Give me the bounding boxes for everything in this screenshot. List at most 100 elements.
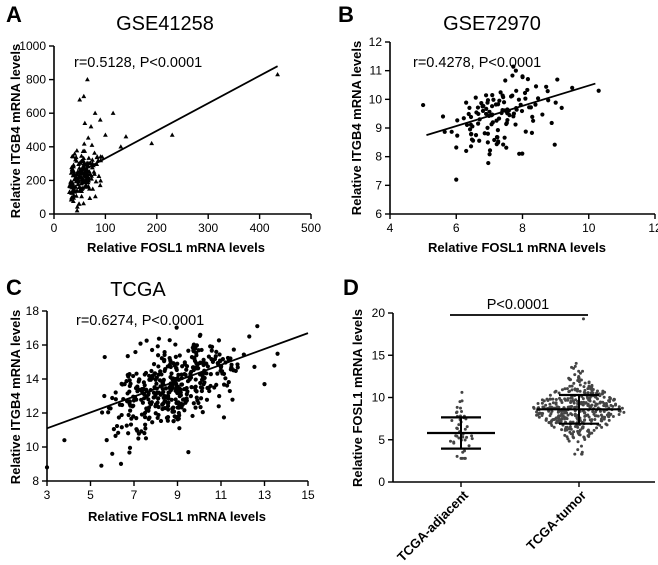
panel-c-title: TCGA (110, 279, 166, 301)
data-point (469, 137, 475, 142)
data-point (153, 411, 158, 416)
data-point (82, 161, 88, 166)
data-point (558, 396, 562, 400)
data-point (92, 150, 97, 155)
panel-d-plot: TCGA-adjacent TCGA-tumor 0 5 10 15 20 (372, 306, 655, 565)
data-point (204, 397, 210, 402)
data-point (70, 188, 76, 193)
data-point (568, 384, 572, 388)
data-point (552, 418, 556, 422)
data-point (81, 155, 87, 161)
data-point (89, 173, 94, 178)
data-point (455, 454, 459, 458)
data-point (578, 428, 582, 432)
data-point (128, 422, 134, 427)
data-point (143, 370, 149, 376)
data-point (475, 105, 481, 110)
y-tick-label: 400 (26, 140, 46, 154)
x-tick-label: 6 (453, 221, 460, 235)
y-tick-label: 8 (32, 474, 39, 488)
data-point (182, 371, 187, 377)
data-point (592, 400, 596, 404)
data-point (480, 104, 485, 109)
data-point (82, 171, 88, 176)
data-point (566, 397, 570, 401)
data-point (553, 100, 558, 105)
data-point (458, 400, 462, 404)
data-point (538, 411, 542, 415)
data-point (489, 122, 494, 127)
data-point (549, 397, 553, 401)
data-point (202, 375, 207, 381)
x-tick-label: 12 (648, 221, 658, 235)
data-point (143, 426, 148, 431)
data-point (485, 98, 491, 103)
data-point (113, 397, 118, 402)
data-point (92, 193, 98, 199)
data-point (483, 93, 489, 98)
y-tick-label: 11 (370, 64, 383, 78)
data-point (581, 317, 585, 321)
data-point (487, 152, 492, 157)
data-point (73, 175, 79, 180)
data-point (480, 108, 486, 113)
data-point (513, 122, 518, 127)
data-point (546, 98, 551, 103)
data-point (73, 193, 79, 198)
y-tick-label: 14 (26, 372, 40, 386)
data-point (550, 423, 554, 427)
panel-a-plot: 0 100 200 300 400 500 0 200 400 600 800 1000 (19, 39, 321, 235)
data-point (496, 116, 502, 121)
data-point (90, 165, 95, 170)
data-point (467, 105, 472, 110)
data-point (196, 400, 201, 406)
data-point (124, 379, 129, 384)
data-point (540, 413, 544, 417)
data-point (535, 410, 539, 414)
data-point (603, 390, 607, 394)
data-point (582, 385, 586, 389)
data-point (116, 415, 121, 420)
data-point (492, 137, 497, 143)
y-tick-label: 10 (372, 391, 386, 405)
data-point (608, 395, 612, 399)
data-point (86, 183, 91, 189)
panel-b-letter: B (338, 2, 354, 27)
data-point (76, 178, 82, 183)
data-point (97, 117, 103, 122)
data-point (165, 364, 170, 369)
data-point (71, 164, 76, 169)
data-point (494, 134, 500, 140)
data-point (235, 365, 240, 370)
data-point (532, 405, 536, 409)
data-point (595, 389, 599, 393)
data-point (450, 418, 454, 422)
data-point (119, 412, 124, 418)
data-point (218, 365, 224, 370)
data-point (197, 333, 202, 339)
data-point (137, 377, 142, 382)
data-point (544, 403, 548, 407)
data-point (200, 410, 205, 415)
data-point (148, 402, 154, 407)
data-point (504, 145, 509, 150)
data-point (142, 431, 147, 436)
y-tick-label: 16 (26, 338, 40, 352)
data-point (228, 356, 233, 361)
data-point (73, 184, 79, 189)
data-point (583, 388, 587, 392)
data-point (92, 171, 97, 176)
data-point (594, 414, 598, 418)
data-point (533, 84, 539, 89)
data-point (90, 186, 96, 191)
data-point (607, 415, 611, 419)
data-point (143, 436, 149, 441)
data-point (602, 395, 606, 399)
data-point (217, 394, 222, 399)
data-point (97, 182, 103, 188)
data-point (570, 405, 574, 409)
data-point (173, 354, 178, 359)
data-point (213, 354, 218, 359)
data-point (464, 100, 469, 105)
data-point (194, 343, 200, 348)
